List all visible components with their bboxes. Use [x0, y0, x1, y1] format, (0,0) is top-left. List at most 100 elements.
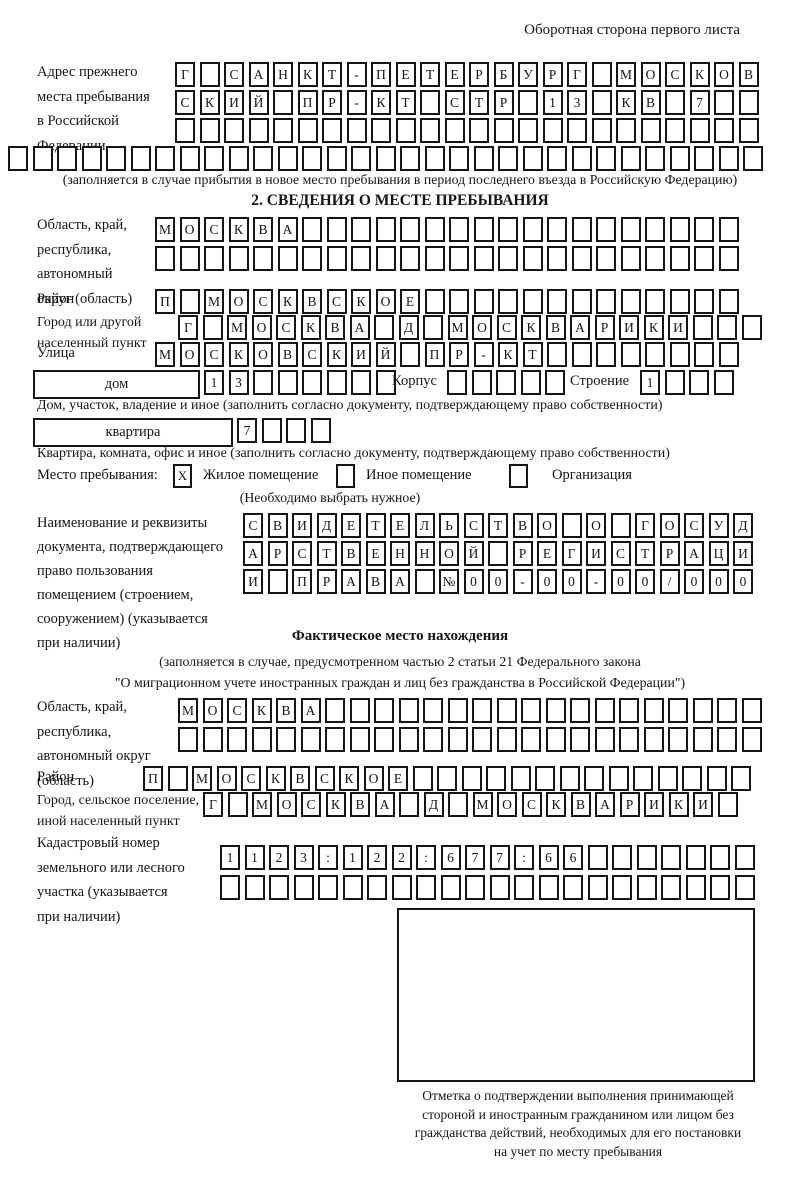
char-box[interactable]: [594, 727, 615, 752]
char-box[interactable]: А: [248, 62, 269, 87]
char-box[interactable]: [645, 146, 665, 171]
char-box[interactable]: [346, 118, 367, 143]
char-box[interactable]: [521, 698, 541, 723]
char-box[interactable]: О: [640, 62, 661, 87]
char-box[interactable]: М: [178, 698, 198, 723]
char-box[interactable]: Д: [423, 792, 444, 817]
char-box[interactable]: [469, 118, 489, 143]
char-box[interactable]: Д: [398, 315, 419, 340]
char-box[interactable]: [734, 845, 755, 870]
char-box[interactable]: Н: [273, 62, 293, 87]
char-box[interactable]: Р: [659, 541, 680, 566]
char-box[interactable]: [714, 90, 734, 115]
char-box[interactable]: [227, 727, 247, 752]
char-box[interactable]: [717, 727, 737, 752]
char-box[interactable]: [645, 342, 665, 367]
char-box[interactable]: М: [227, 315, 247, 340]
char-box[interactable]: [374, 727, 394, 752]
char-box[interactable]: [664, 370, 685, 395]
char-box[interactable]: К: [643, 315, 664, 340]
char-box[interactable]: А: [684, 541, 704, 566]
char-box[interactable]: 2: [391, 845, 412, 870]
char-box[interactable]: К: [339, 766, 359, 791]
char-box[interactable]: М: [447, 315, 468, 340]
char-box[interactable]: [668, 727, 688, 752]
char-box[interactable]: М: [155, 217, 175, 242]
char-box[interactable]: [645, 217, 665, 242]
char-box[interactable]: Д: [733, 513, 753, 538]
char-box[interactable]: Е: [537, 541, 557, 566]
char-box[interactable]: [498, 246, 518, 271]
char-box[interactable]: [640, 118, 661, 143]
char-box[interactable]: [682, 766, 702, 791]
char-box[interactable]: [522, 289, 543, 314]
char-box[interactable]: Й: [375, 342, 396, 367]
char-box[interactable]: Й: [248, 90, 269, 115]
char-box[interactable]: [619, 727, 639, 752]
char-box[interactable]: 0: [684, 569, 704, 594]
char-box[interactable]: [668, 698, 688, 723]
char-box[interactable]: В: [570, 792, 591, 817]
char-box[interactable]: [665, 90, 685, 115]
char-box[interactable]: Р: [469, 62, 489, 87]
char-box[interactable]: И: [586, 541, 606, 566]
char-box[interactable]: [293, 875, 314, 900]
char-box[interactable]: [424, 246, 445, 271]
char-box[interactable]: [645, 246, 665, 271]
char-box[interactable]: [155, 246, 175, 271]
char-box[interactable]: 2: [367, 845, 387, 870]
char-box[interactable]: [273, 90, 293, 115]
char-box[interactable]: [224, 118, 244, 143]
char-box[interactable]: О: [179, 342, 200, 367]
char-box[interactable]: К: [668, 792, 689, 817]
char-box[interactable]: А: [374, 792, 395, 817]
char-box[interactable]: В: [640, 90, 661, 115]
char-box[interactable]: [351, 246, 371, 271]
char-box[interactable]: [571, 246, 592, 271]
char-box[interactable]: 1: [220, 845, 240, 870]
char-box[interactable]: [416, 875, 436, 900]
char-box[interactable]: С: [204, 217, 224, 242]
char-box[interactable]: [567, 118, 587, 143]
char-box[interactable]: [461, 766, 482, 791]
char-box[interactable]: [269, 875, 289, 900]
char-box[interactable]: А: [243, 541, 263, 566]
char-box[interactable]: О: [472, 315, 492, 340]
char-box[interactable]: [669, 146, 690, 171]
char-box[interactable]: [717, 315, 737, 340]
char-box[interactable]: В: [276, 698, 296, 723]
char-box[interactable]: И: [224, 90, 244, 115]
char-box[interactable]: К: [326, 342, 347, 367]
char-box[interactable]: [547, 246, 567, 271]
char-box[interactable]: -: [512, 569, 533, 594]
char-box[interactable]: [547, 146, 567, 171]
char-box[interactable]: 6: [538, 845, 559, 870]
char-box[interactable]: С: [243, 513, 263, 538]
char-box[interactable]: К: [297, 62, 318, 87]
char-box[interactable]: Т: [522, 342, 543, 367]
char-box[interactable]: К: [265, 766, 286, 791]
char-box[interactable]: [545, 370, 565, 395]
char-box[interactable]: [391, 875, 412, 900]
char-box[interactable]: П: [155, 289, 175, 314]
char-box[interactable]: [522, 246, 543, 271]
char-box[interactable]: [694, 289, 714, 314]
char-box[interactable]: [547, 342, 567, 367]
char-box[interactable]: О: [586, 513, 606, 538]
char-box[interactable]: Г: [567, 62, 587, 87]
char-box[interactable]: Р: [449, 342, 469, 367]
char-box[interactable]: [514, 875, 534, 900]
char-box[interactable]: Е: [390, 513, 410, 538]
char-box[interactable]: [199, 62, 220, 87]
char-box[interactable]: [685, 875, 706, 900]
char-box[interactable]: Н: [390, 541, 410, 566]
char-box[interactable]: [57, 146, 77, 171]
char-box[interactable]: К: [616, 90, 636, 115]
char-box[interactable]: Т: [395, 90, 416, 115]
char-box[interactable]: Р: [512, 541, 533, 566]
char-box[interactable]: К: [277, 289, 298, 314]
char-box[interactable]: [395, 118, 416, 143]
checkbox-other-premises[interactable]: [336, 464, 355, 488]
char-box[interactable]: [584, 766, 604, 791]
char-box[interactable]: [351, 146, 371, 171]
